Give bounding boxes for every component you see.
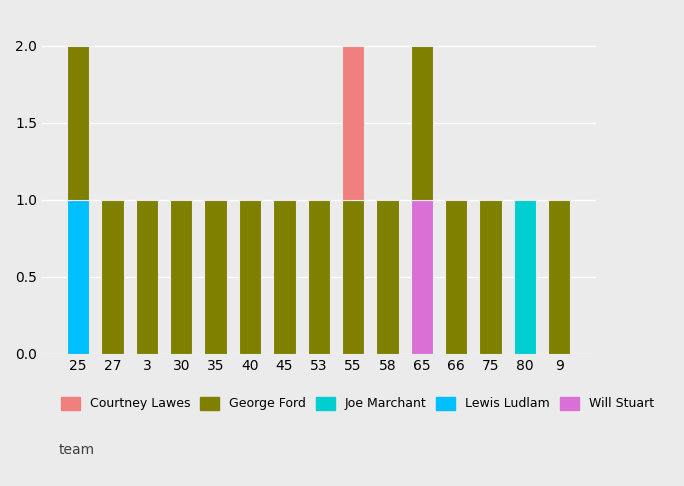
Bar [342, 46, 365, 200]
Bar [410, 46, 433, 200]
Bar [479, 200, 501, 354]
Bar [514, 200, 536, 354]
Bar [239, 200, 261, 354]
Bar [135, 200, 158, 354]
Bar [410, 200, 433, 354]
Bar [101, 200, 124, 354]
Bar [67, 200, 90, 354]
Bar [205, 200, 227, 354]
Bar [376, 200, 399, 354]
Bar [67, 46, 90, 200]
Bar [308, 200, 330, 354]
Legend: Courtney Lawes, George Ford, Joe Marchant, Lewis Ludlam, Will Stuart: Courtney Lawes, George Ford, Joe Marchan… [56, 392, 659, 416]
Bar [273, 200, 295, 354]
Bar [170, 200, 192, 354]
Text: team: team [58, 443, 94, 456]
Bar [548, 200, 570, 354]
Bar [342, 200, 365, 354]
Bar [445, 200, 467, 354]
